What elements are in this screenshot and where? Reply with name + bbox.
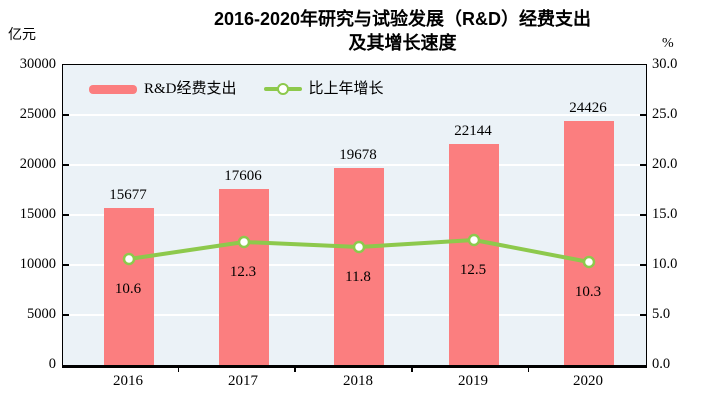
x-axis-tick-label: 2018: [343, 373, 373, 389]
y-axis-tick-label-left: 0: [48, 356, 56, 372]
y-axis-tick-label-right: 25.0: [652, 106, 678, 122]
growth-rate-label: 11.8: [345, 269, 371, 285]
axis-tick-bottom: [177, 367, 180, 372]
bar-2019: [449, 143, 499, 365]
y-axis-tick-label-right: 30.0: [652, 56, 678, 72]
axis-tick-right: [640, 264, 646, 266]
axis-tick-left: [63, 164, 69, 166]
x-axis-tick-label: 2019: [458, 373, 488, 389]
y-axis-tick-label-right: 10.0: [652, 256, 678, 272]
y-axis-tick-label-left: 10000: [19, 256, 56, 272]
gridline: [63, 164, 646, 166]
bar-value-label: 24426: [569, 99, 607, 116]
bar-value-label: 17606: [224, 167, 262, 184]
legend-item-rd-expenditure: R&D经费支出: [89, 80, 237, 98]
bar-2016: [104, 208, 154, 365]
axis-tick-left: [63, 264, 69, 266]
growth-rate-label: 10.3: [574, 284, 602, 300]
left-axis-unit-label: 亿元: [8, 28, 36, 43]
bar-series-swatch-icon: [89, 84, 137, 94]
right-axis-unit-label: %: [662, 36, 674, 51]
legend-label-rd-expenditure: R&D经费支出: [144, 81, 237, 97]
y-axis-tick-label-left: 25000: [19, 106, 56, 122]
line-marker-icon: [276, 83, 289, 95]
y-axis-tick-label-right: 0.0: [652, 356, 671, 372]
chart-title-line2: 及其增长速度: [348, 33, 457, 53]
y-axis-tick-label-right: 15.0: [652, 206, 678, 222]
plot-area: [62, 64, 647, 368]
y-axis-tick-label-left: 5000: [27, 306, 56, 322]
y-axis-tick-label-right: 20.0: [652, 156, 678, 172]
growth-rate-label: 12.5: [459, 262, 487, 278]
x-axis-tick-label: 2016: [113, 373, 143, 389]
line-series-swatch-icon: [263, 83, 302, 95]
x-axis-tick-label: 2017: [228, 373, 258, 389]
x-axis-tick-label: 2020: [573, 373, 603, 389]
axis-tick-left: [63, 214, 69, 216]
legend-item-growth: 比上年增长: [263, 80, 384, 98]
axis-tick-right: [640, 214, 646, 216]
y-axis-tick-label-left: 15000: [19, 206, 56, 222]
axis-tick-right: [640, 314, 646, 316]
legend-label-growth: 比上年增长: [308, 81, 384, 97]
bar-value-label: 19678: [339, 147, 377, 164]
y-axis-tick-label-left: 30000: [19, 56, 56, 72]
growth-rate-label: 12.3: [229, 264, 257, 280]
bar-value-label: 15677: [109, 187, 147, 204]
axis-tick-left: [63, 114, 69, 116]
growth-rate-label: 10.6: [114, 281, 142, 297]
y-axis-tick-label-right: 5.0: [652, 306, 671, 322]
bar-2020: [564, 120, 614, 365]
bar-2017: [219, 188, 269, 365]
y-axis-tick-label-left: 20000: [19, 156, 56, 172]
axis-tick-left: [63, 314, 69, 316]
axis-tick-bottom: [411, 367, 413, 372]
chart-title-line1: 2016-2020年研究与试验发展（R&D）经费支出: [213, 9, 592, 29]
axis-tick-right: [640, 164, 646, 166]
axis-tick-bottom: [294, 367, 296, 372]
legend: R&D经费支出 比上年增长: [89, 80, 384, 98]
axis-tick-right: [640, 114, 646, 116]
bar-value-label: 22144: [454, 122, 492, 139]
chart-title: 2016-2020年研究与试验发展（R&D）经费支出 及其增长速度: [100, 7, 705, 55]
axis-tick-bottom: [527, 367, 530, 372]
gridline: [63, 114, 646, 116]
bar-2018: [334, 168, 384, 365]
